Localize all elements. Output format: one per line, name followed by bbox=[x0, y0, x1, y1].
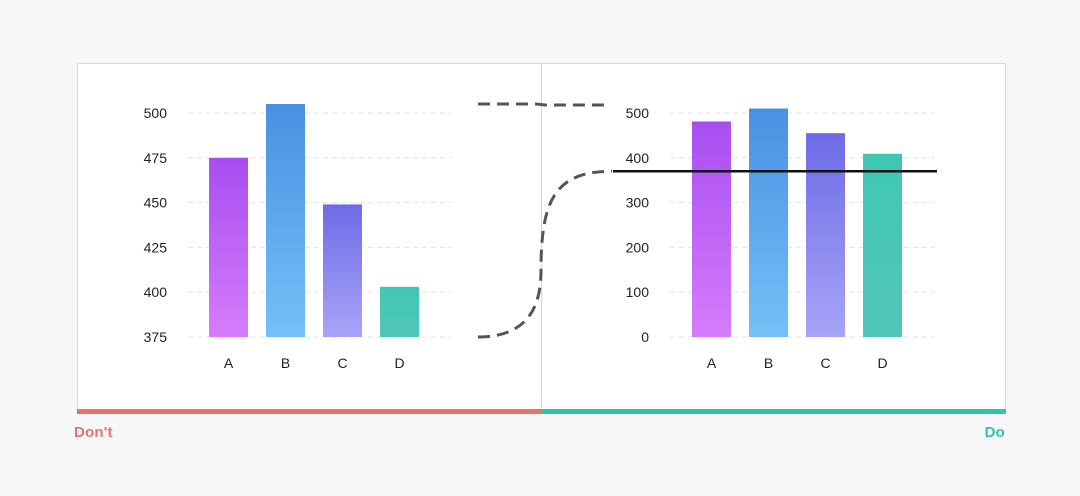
chart-do: 0 100 200 300 400 500 A B C D bbox=[613, 105, 937, 371]
bar-a bbox=[209, 157, 248, 337]
bar-c bbox=[806, 133, 845, 337]
y-tick-label: 375 bbox=[144, 329, 168, 345]
y-tick-label: 475 bbox=[144, 150, 168, 166]
y-tick-label: 100 bbox=[626, 284, 650, 300]
y-tick-label: 500 bbox=[626, 105, 650, 121]
axis-connectors bbox=[477, 102, 613, 339]
do-indicator-bar bbox=[542, 409, 1006, 414]
chart-dont: 375 400 425 450 475 500 A B C D bbox=[144, 104, 452, 371]
y-tick-label: 0 bbox=[641, 329, 649, 345]
bar-b bbox=[749, 108, 788, 338]
x-tick-label: A bbox=[224, 355, 234, 371]
dont-label: Don't bbox=[74, 424, 113, 441]
x-tick-label: D bbox=[394, 355, 404, 371]
bar-d bbox=[380, 286, 419, 337]
bar-b bbox=[266, 104, 305, 337]
y-tick-label: 400 bbox=[144, 284, 168, 300]
y-tick-label: 400 bbox=[626, 150, 650, 166]
x-tick-label: A bbox=[707, 355, 717, 371]
x-tick-label: B bbox=[281, 355, 290, 371]
bar-c bbox=[323, 204, 362, 337]
do-label: Do bbox=[984, 424, 1005, 441]
bar-a bbox=[692, 121, 731, 338]
x-tick-label: B bbox=[764, 355, 773, 371]
y-tick-label: 200 bbox=[626, 239, 650, 255]
dont-indicator-bar bbox=[77, 409, 542, 414]
x-tick-label: C bbox=[337, 355, 347, 371]
y-tick-label: 300 bbox=[626, 195, 650, 211]
x-tick-label: C bbox=[820, 355, 830, 371]
y-tick-label: 450 bbox=[144, 195, 168, 211]
x-tick-label: D bbox=[877, 355, 887, 371]
y-tick-label: 425 bbox=[144, 239, 168, 255]
bar-d bbox=[863, 153, 902, 337]
baseline-connector bbox=[477, 169, 613, 339]
y-tick-label: 500 bbox=[144, 105, 168, 121]
top-connector bbox=[478, 102, 606, 107]
